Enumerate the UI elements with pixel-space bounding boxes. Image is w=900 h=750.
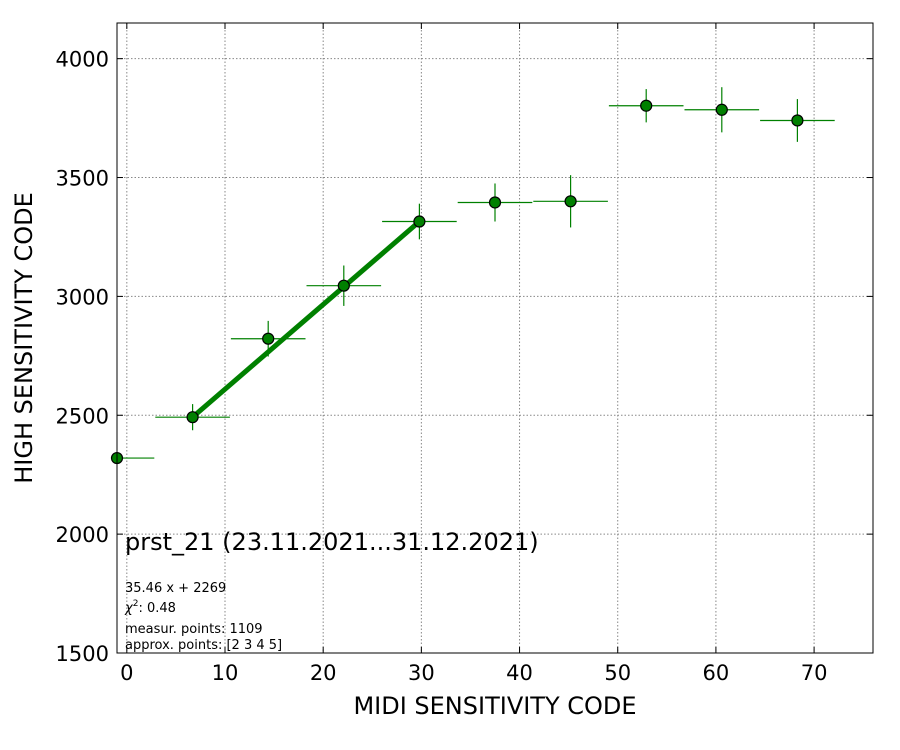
y-axis-title: HIGH SENSITIVITY CODE bbox=[10, 192, 38, 484]
fit-line bbox=[190, 219, 422, 420]
x-axis-title: MIDI SENSITIVITY CODE bbox=[353, 692, 636, 720]
annotation-title: prst_21 (23.11.2021...31.12.2021) bbox=[125, 528, 539, 556]
data-point bbox=[337, 279, 350, 292]
y-tick-label: 3500 bbox=[56, 167, 109, 191]
chi2-symbol: χ bbox=[124, 601, 134, 616]
annotation-measur-points: measur. points: 1109 bbox=[125, 622, 263, 637]
x-tick-label: 0 bbox=[120, 661, 133, 685]
chi2-value: : 0.48 bbox=[138, 601, 175, 616]
data-points bbox=[110, 99, 804, 465]
data-point bbox=[564, 195, 577, 208]
x-tick-label: 20 bbox=[310, 661, 337, 685]
axis-ticks bbox=[117, 23, 873, 654]
x-tick-label: 30 bbox=[408, 661, 435, 685]
y-tick-label: 3000 bbox=[56, 285, 109, 309]
y-tick-label: 2500 bbox=[56, 404, 109, 428]
y-tick-label: 1500 bbox=[56, 642, 109, 666]
data-point bbox=[413, 215, 426, 228]
data-point bbox=[262, 332, 275, 345]
data-point bbox=[488, 196, 502, 209]
grid-lines bbox=[117, 23, 873, 654]
x-tick-label: 70 bbox=[801, 661, 828, 685]
fit-line-group bbox=[190, 219, 422, 420]
tick-labels: 0 10 20 30 40 50 60 70 1500 2000 2500 3000 3500 4000 bbox=[56, 48, 828, 685]
data-point bbox=[791, 114, 804, 127]
annotation-equation: 35.46 x + 2269 bbox=[125, 581, 226, 596]
data-point bbox=[715, 103, 728, 116]
annotation-chi2: χ2: 0.48 bbox=[124, 599, 176, 616]
y-tick-label: 2000 bbox=[56, 523, 109, 547]
y-tick-label: 4000 bbox=[56, 48, 109, 72]
plot-frame bbox=[116, 22, 874, 654]
chi2-exponent: 2 bbox=[133, 599, 139, 609]
x-tick-label: 50 bbox=[604, 661, 631, 685]
annotation-approx-points: approx. points: [2 3 4 5] bbox=[125, 638, 282, 653]
x-tick-label: 40 bbox=[506, 661, 533, 685]
x-tick-label: 10 bbox=[212, 661, 239, 685]
x-tick-label: 60 bbox=[703, 661, 730, 685]
data-point bbox=[640, 99, 653, 112]
data-point bbox=[186, 411, 199, 424]
